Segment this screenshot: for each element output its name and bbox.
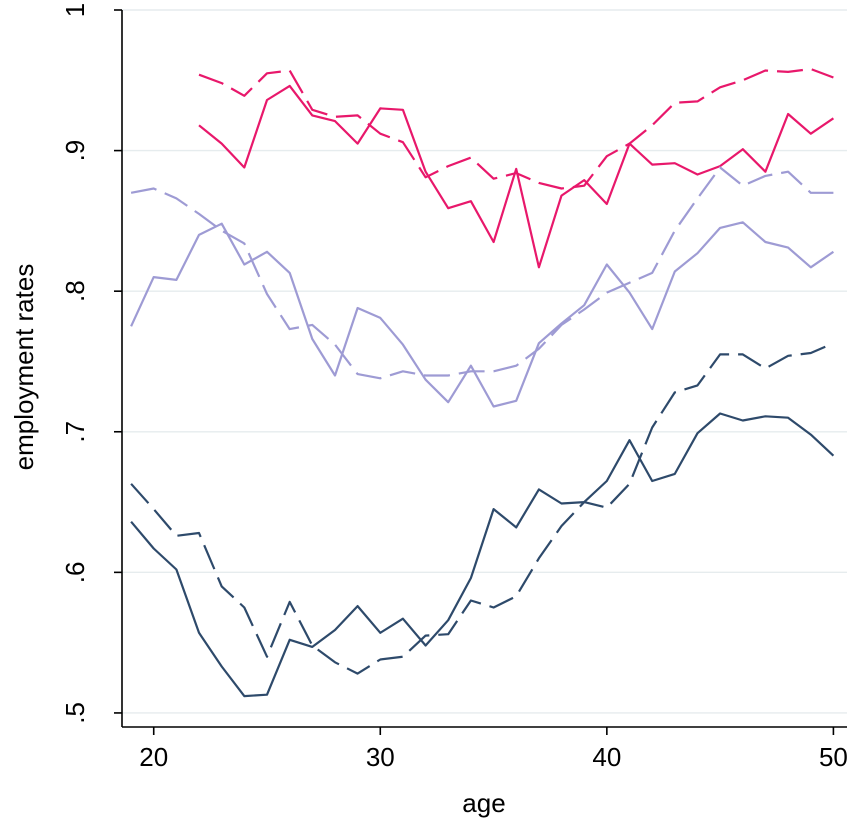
x-tick-label-1: 30 [366,742,395,772]
x-tick-label-2: 40 [592,742,621,772]
y-tick-label-0: .5 [60,702,90,724]
gridlines [122,9,847,714]
series-line-0 [198,84,835,269]
x-tick-label-3: 50 [819,742,848,772]
series-lines [130,67,835,698]
y-tick-label-2: .7 [60,421,90,443]
x-ticks: 20 30 40 50 [139,727,848,772]
series-line-3 [130,166,834,380]
series-line-5 [130,342,834,675]
series-line-2 [130,221,835,408]
y-axis-title: employment rates [9,264,39,471]
x-axis-title: age [462,788,505,818]
series-line-1 [198,67,834,190]
axes [121,10,847,728]
y-ticks: .5 .6 .7 .8 .9 1 [60,3,122,724]
y-tick-label-1: .6 [60,562,90,584]
y-tick-label-3: .8 [60,280,90,302]
x-tick-label-0: 20 [139,742,168,772]
series-line-4 [130,412,835,698]
y-tick-label-5: 1 [60,3,90,17]
y-tick-label-4: .9 [60,140,90,162]
